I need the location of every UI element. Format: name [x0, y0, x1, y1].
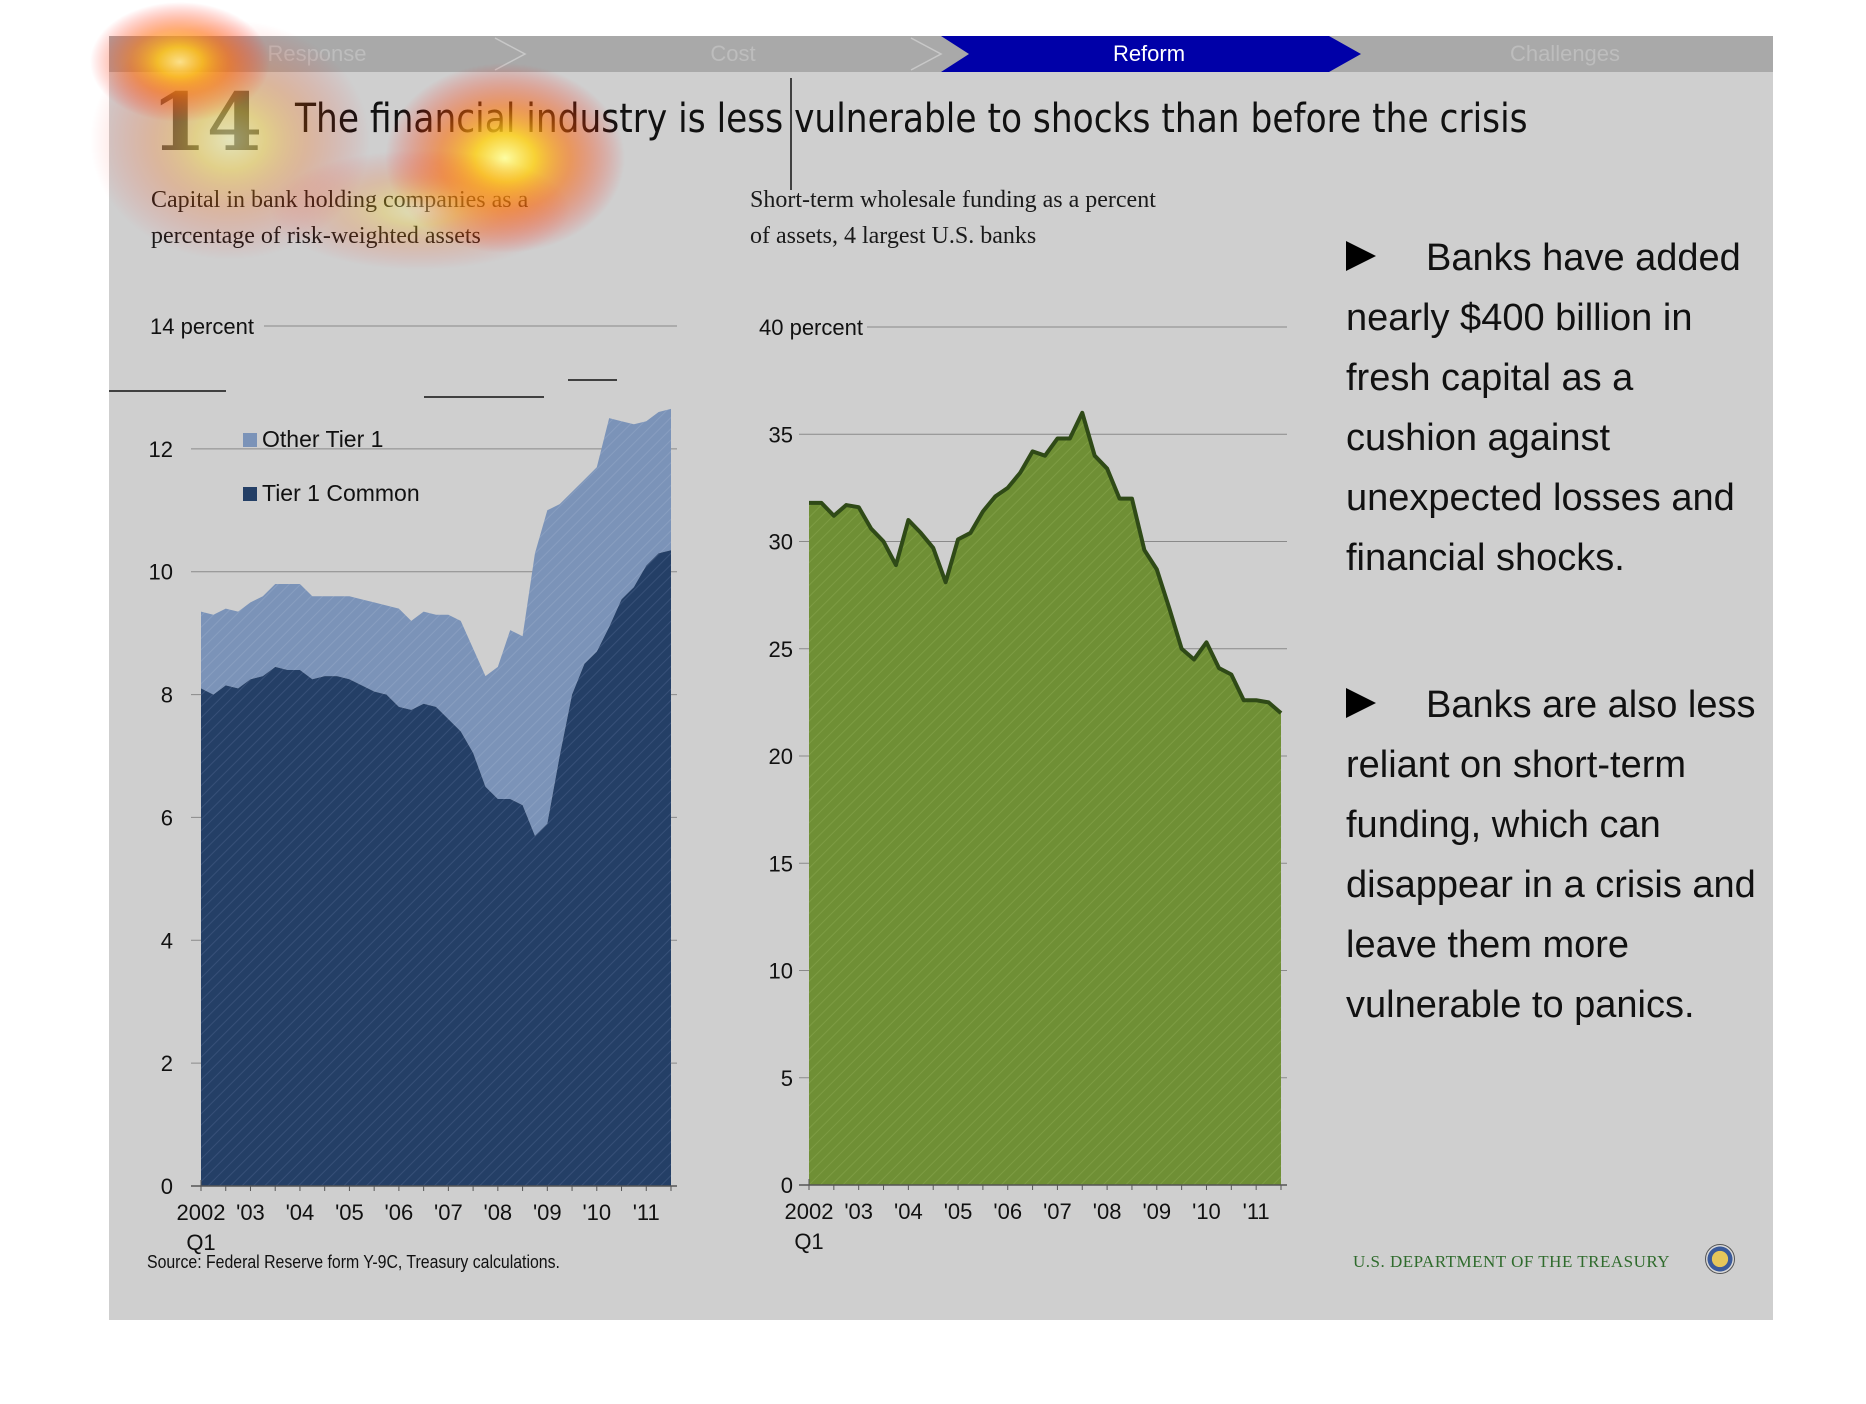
- y-tick-label: 30: [769, 530, 793, 555]
- y-tick-label: 12: [149, 437, 173, 462]
- y-tick-label: 8: [161, 683, 173, 708]
- y-tick-label: 10: [149, 560, 173, 585]
- bullet-capital: Banks have added nearly $400 billion in …: [1346, 228, 1766, 588]
- x-tick-label: '03: [236, 1200, 265, 1225]
- y-tick-label: 35: [769, 422, 793, 447]
- nav-active-arrow: [941, 36, 1361, 72]
- x-tick-label: '08: [1093, 1199, 1122, 1224]
- x-tick-label: '10: [582, 1200, 611, 1225]
- left-chart-subtitle-line2: percentage of risk-weighted assets: [151, 223, 481, 249]
- y-tick-label: 0: [781, 1173, 793, 1198]
- x-tick-label: '09: [1142, 1199, 1171, 1224]
- bullet-funding-text: Banks are also less reliant on short-ter…: [1346, 684, 1756, 1026]
- x-tick-sublabel: Q1: [794, 1229, 823, 1254]
- source-note: Source: Federal Reserve form Y-9C, Treas…: [147, 1252, 560, 1272]
- x-tick-label: '07: [434, 1200, 463, 1225]
- nav-chevron-icon: [494, 37, 527, 71]
- x-tick-label: '10: [1192, 1199, 1221, 1224]
- x-tick-label: '04: [286, 1200, 315, 1225]
- slide-number: 14: [151, 75, 263, 169]
- left-chart-subtitle-line1: Capital in bank holding companies as a: [151, 187, 529, 213]
- capital-ratio-chart: 0 2 4 6 8 10 12 14 percent 2002 '03 '04 '05 '06 '07 '0…: [109, 314, 677, 1255]
- y-tick-label: 40 percent: [759, 315, 863, 340]
- y-tick-label: 20: [769, 744, 793, 769]
- x-tick-label: '11: [633, 1200, 660, 1225]
- x-tick-label: '11: [1243, 1199, 1270, 1224]
- y-tick-label: 2: [161, 1051, 173, 1076]
- x-tick-label: 2002: [177, 1200, 226, 1225]
- x-tick-label: 2002: [785, 1199, 834, 1224]
- left-chart-subtitle: Capital in bank holding companies as a p…: [151, 182, 528, 254]
- bullet-capital-text: Banks have added nearly $400 billion in …: [1346, 237, 1741, 579]
- area-wholesale-funding: [809, 412, 1281, 1185]
- y-tick-label: 10: [769, 959, 793, 984]
- section-nav-bar: Response Cost Reform Challenges: [109, 36, 1773, 72]
- x-tick-label: '04: [894, 1199, 923, 1224]
- nav-item-reform: Reform: [1113, 41, 1185, 66]
- x-tick-label: '06: [385, 1200, 414, 1225]
- x-tick-label: '03: [844, 1199, 873, 1224]
- x-tick-label: '06: [993, 1199, 1022, 1224]
- right-chart-subtitle: Short-term wholesale funding as a percen…: [750, 182, 1156, 254]
- x-tick-label: '05: [335, 1200, 364, 1225]
- treasury-footer: U.S. DEPARTMENT OF THE TREASURY: [1353, 1252, 1671, 1271]
- nav-arrows: Response Cost Reform Challenges: [267, 36, 1620, 72]
- area-other-tier1: [201, 408, 671, 836]
- y-tick-label: 25: [769, 637, 793, 662]
- y-tick-label: 15: [769, 851, 793, 876]
- y-tick-label: 14 percent: [150, 314, 254, 339]
- legend-label: Other Tier 1: [262, 426, 383, 452]
- line-wholesale-funding: [809, 410, 1283, 715]
- x-tick-label: '08: [484, 1200, 513, 1225]
- x-tick-label: '05: [944, 1199, 973, 1224]
- right-chart-subtitle-line2: of assets, 4 largest U.S. banks: [750, 223, 1037, 249]
- wholesale-funding-chart: 0 5 10 15 20 25 30 35 40 percent 2002 '03 '04 '05 '06…: [759, 315, 1287, 1254]
- bullet-funding: Banks are also less reliant on short-ter…: [1346, 675, 1766, 1035]
- area-tier1-common: [201, 550, 671, 1186]
- y-tick-label: 5: [781, 1066, 793, 1091]
- triangle-bullet-icon: [1346, 687, 1376, 718]
- nav-item-response: Response: [267, 41, 366, 66]
- nav-chevron-icon: [910, 37, 943, 71]
- slide: Response Cost Reform Challenges 14 The fina…: [109, 36, 1773, 1320]
- nav-item-challenges: Challenges: [1510, 41, 1620, 66]
- nav-item-cost: Cost: [710, 41, 755, 66]
- legend-swatch: [243, 487, 257, 501]
- x-tick-label: '07: [1043, 1199, 1072, 1224]
- slide-title: The financial industry is less vulnerabl…: [295, 96, 1528, 142]
- y-tick-label: 0: [161, 1174, 173, 1199]
- x-tick-label: '09: [533, 1200, 562, 1225]
- y-tick-label: 4: [161, 928, 173, 953]
- legend-label: Tier 1 Common: [262, 480, 420, 506]
- x-tick-sublabel: Q1: [186, 1230, 215, 1255]
- right-chart-subtitle-line1: Short-term wholesale funding as a percen…: [750, 187, 1156, 213]
- legend-swatch: [243, 433, 257, 447]
- triangle-bullet-icon: [1346, 240, 1376, 271]
- treasury-seal-icon: [1705, 1244, 1735, 1274]
- y-tick-label: 6: [161, 805, 173, 830]
